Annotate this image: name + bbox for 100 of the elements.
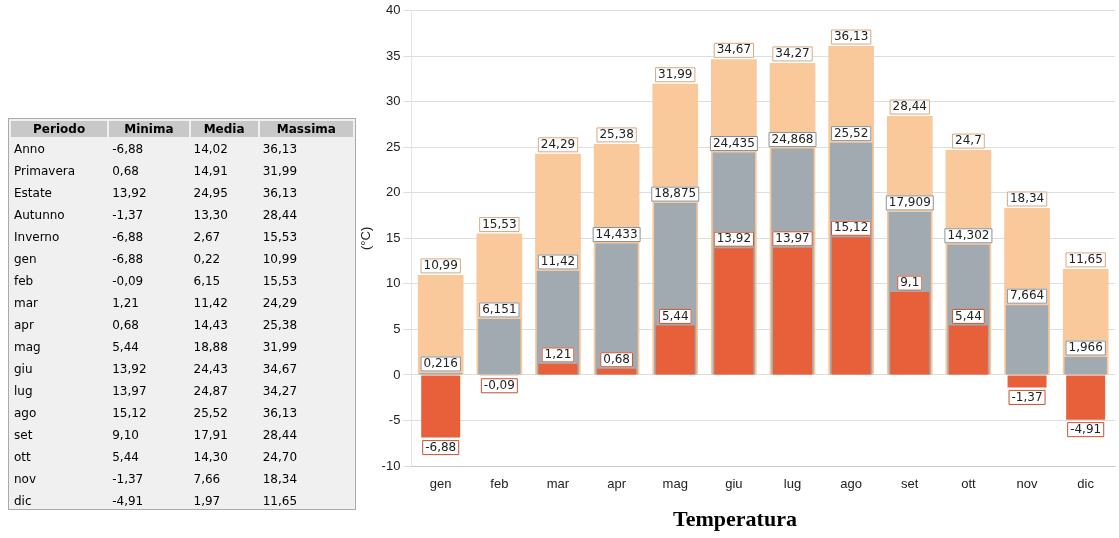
text: Periodo: [11, 121, 108, 137]
data-label: 24,95: [192, 185, 229, 202]
data-label: 24,29: [540, 136, 576, 151]
data-label: 11,65: [261, 493, 299, 510]
category-label: lug: [13, 383, 34, 400]
y-tick-label: 10: [385, 275, 401, 291]
data-label: 15,12: [833, 220, 869, 235]
data-label: 13,92: [111, 185, 148, 202]
category-label: mag: [13, 339, 42, 356]
y-tick-label: 25: [385, 138, 401, 154]
data-label: -6,88: [425, 439, 457, 454]
data-label: 1,97: [192, 493, 222, 510]
data-label: 25,38: [599, 127, 634, 142]
data-label: -0,09: [111, 273, 145, 290]
data-label: 34,27: [775, 46, 810, 61]
data-label: -6,88: [111, 251, 145, 268]
data-label: 14,433: [595, 226, 638, 241]
data-label: 7,66: [192, 471, 222, 488]
category-label: giu: [13, 361, 34, 378]
data-label: 24,868: [771, 131, 814, 146]
category-label: Primavera: [13, 163, 77, 180]
data-label: 31,99: [658, 66, 693, 81]
data-label: 1,21: [544, 347, 572, 362]
y-tick-label: 20: [385, 184, 401, 200]
data-label: 15,53: [261, 273, 299, 290]
category-label: ago: [13, 405, 38, 422]
category-label: gen: [13, 251, 38, 268]
y-tick-label: 35: [385, 47, 401, 63]
series-label: Minima: [109, 121, 189, 137]
y-tick-label: 15: [385, 229, 401, 245]
data-label: -1,37: [111, 207, 145, 224]
data-label: 36,13: [833, 29, 869, 44]
data-label: 6,15: [192, 273, 222, 290]
bar: [1005, 305, 1049, 375]
bar: [478, 318, 521, 375]
data-label: 25,52: [192, 405, 229, 422]
data-label: 7,664: [1009, 288, 1045, 303]
data-label: 34,67: [716, 42, 752, 57]
data-label: 15,12: [111, 405, 148, 422]
data-label: 34,27: [261, 383, 299, 400]
data-label: 5,44: [111, 449, 140, 466]
category-label: ott: [13, 449, 32, 466]
bar: [1066, 375, 1106, 420]
text: Temperatura: [673, 506, 797, 532]
data-label: -1,37: [111, 471, 145, 488]
data-label: 14,02: [192, 141, 229, 158]
data-label: 15,53: [261, 229, 299, 246]
category-label: Inverno: [13, 229, 61, 246]
data-label: 1,21: [111, 295, 140, 312]
data-label: 36,13: [261, 185, 299, 202]
data-label: 18,34: [1009, 191, 1045, 206]
data-label: 2,67: [192, 229, 222, 246]
y-tick-label: -10: [381, 457, 401, 473]
data-label: 5,44: [661, 308, 689, 323]
data-label: 0,68: [603, 351, 630, 366]
data-label: -6,88: [111, 141, 145, 158]
data-label: 9,10: [111, 427, 140, 444]
data-label: 14,43: [192, 317, 229, 334]
data-label: 6,151: [482, 302, 517, 317]
data-label: 31,99: [261, 163, 299, 180]
category-label: Autunno: [13, 207, 66, 224]
data-label: -1,37: [1011, 389, 1043, 404]
data-label: 9,1: [900, 275, 920, 290]
data-label: 36,13: [261, 141, 299, 158]
x-tick-label: gen: [429, 476, 452, 492]
bar: [773, 247, 813, 375]
x-tick-label: giu: [725, 476, 743, 492]
data-label: 34,67: [261, 361, 299, 378]
data-label: 11,42: [192, 295, 229, 312]
text: Media: [190, 121, 258, 137]
x-tick-label: mar: [546, 476, 570, 492]
text: Massima: [259, 121, 353, 137]
data-label: 14,302: [947, 227, 990, 242]
bar: [890, 292, 930, 375]
data-label: 13,92: [716, 231, 752, 246]
y-tick-label: 5: [393, 321, 401, 337]
data-label: 36,13: [261, 405, 299, 422]
bar: [1064, 357, 1107, 375]
y-tick-label: -5: [388, 412, 401, 428]
data-label: 0,68: [111, 317, 140, 334]
x-tick-label: nov: [1016, 476, 1039, 492]
y-tick-label: 0: [393, 366, 401, 382]
data-label: 24,70: [261, 449, 299, 466]
data-label: -0,09: [483, 377, 515, 392]
data-label: 24,7: [955, 133, 982, 148]
bar: [655, 325, 695, 375]
data-label: 14,30: [192, 449, 229, 466]
category-label: dic: [13, 493, 33, 510]
data-label: 14,91: [192, 163, 229, 180]
data-label: 13,30: [192, 207, 229, 224]
data-label: 24,435: [712, 135, 755, 150]
bar: [421, 375, 461, 438]
data-label: 18,88: [192, 339, 229, 356]
data-label: 17,909: [888, 195, 931, 210]
category-label: Estate: [13, 185, 53, 202]
data-label: 18,34: [261, 471, 299, 488]
category-label: feb: [13, 273, 35, 290]
data-label: 5,44: [955, 308, 982, 323]
data-label: 28,44: [261, 207, 299, 224]
data-label: 11,65: [1068, 252, 1103, 267]
